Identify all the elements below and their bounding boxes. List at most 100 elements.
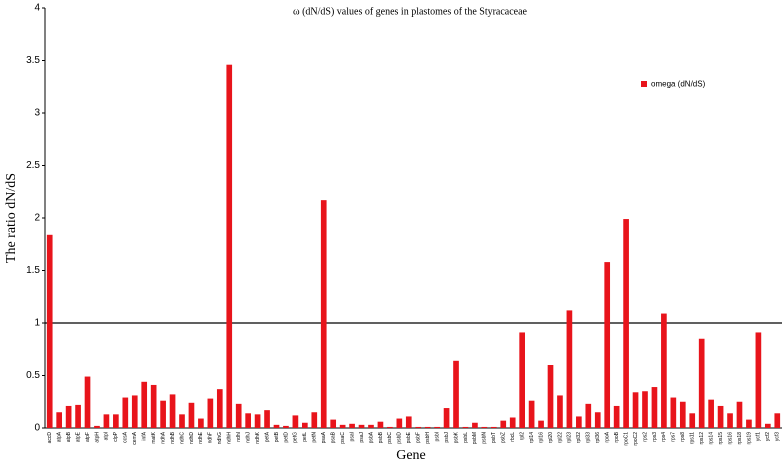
bar: [349, 423, 355, 428]
bar: [472, 422, 478, 428]
x-tick-label: psbN: [482, 432, 488, 444]
bar: [302, 422, 308, 428]
y-tick-label: 0: [34, 423, 40, 434]
legend-swatch: [641, 81, 647, 87]
x-tick-label: atpI: [104, 432, 110, 440]
x-axis-label: Gene: [396, 448, 426, 463]
bar: [65, 405, 72, 428]
x-tick-label: rps2: [642, 432, 648, 442]
x-tick-label: atpE: [75, 431, 81, 442]
bar: [434, 426, 440, 428]
x-tick-label: accD: [47, 432, 53, 444]
x-tick-label: ndhJ: [245, 432, 251, 443]
bar: [509, 417, 516, 428]
bar: [46, 234, 53, 428]
bar: [415, 426, 422, 428]
x-tick-label: rpoC1: [623, 432, 629, 446]
bar: [75, 404, 81, 428]
x-tick-label: ndhB: [170, 431, 176, 443]
x-tick-label: psbL: [463, 432, 469, 443]
x-tick-label: psaA: [321, 431, 327, 443]
x-tick-label: psbM: [472, 432, 478, 444]
bar: [198, 418, 204, 428]
x-tick-label: ndhC: [179, 432, 185, 444]
x-tick-label: clpP: [113, 431, 119, 441]
x-tick-label: rps19: [746, 432, 752, 445]
bar: [339, 424, 346, 428]
x-tick-label: rps11: [690, 432, 696, 444]
bar: [84, 376, 91, 428]
y-tick-label: 1: [34, 318, 40, 329]
bar: [538, 420, 544, 428]
bar: [235, 403, 242, 428]
bar: [169, 394, 176, 428]
x-tick-label: matK: [151, 431, 157, 443]
bar: [490, 426, 497, 428]
x-tick-label: psbC: [387, 432, 393, 444]
bar: [670, 397, 677, 428]
x-tick-label: rps7: [671, 432, 677, 442]
bar: [642, 391, 648, 428]
x-tick-label: rpl16: [538, 432, 544, 443]
x-tick-label: rpoC2: [633, 432, 639, 446]
x-tick-label: rps3: [652, 432, 658, 442]
bar: [717, 405, 724, 428]
bar: [727, 413, 733, 428]
x-tick-label: atpH: [94, 432, 100, 443]
bar: [311, 412, 318, 428]
x-tick-label: rpl2: [519, 432, 525, 441]
x-tick-label: petD: [283, 432, 289, 443]
x-tick-label: rpl36: [595, 432, 601, 443]
bar: [368, 424, 374, 428]
bar: [245, 413, 251, 428]
x-tick-label: rps12: [699, 432, 705, 445]
x-tick-label: ndhG: [217, 432, 223, 444]
y-tick-label: 3: [34, 108, 40, 119]
y-tick-label: 2: [34, 213, 40, 224]
x-tick-label: rps8: [680, 432, 686, 442]
bar: [604, 262, 611, 428]
bar: [424, 426, 431, 428]
x-tick-label: psbK: [453, 431, 459, 443]
x-tick-label: psaC: [340, 432, 346, 444]
x-tick-label: psbE: [406, 431, 412, 443]
x-tick-label: ndhH: [227, 432, 233, 444]
x-tick-label: ndhI: [236, 432, 242, 442]
bar: [594, 412, 601, 428]
bar: [273, 424, 280, 428]
y-tick-label: 0.5: [26, 370, 40, 381]
x-tick-label: psbD: [397, 432, 403, 444]
x-tick-label: rpoA: [605, 431, 611, 442]
x-tick-label: petB: [274, 431, 280, 442]
bar: [576, 416, 582, 428]
bar: [698, 338, 705, 428]
bar: [113, 414, 119, 428]
x-tick-label: petA: [264, 431, 270, 442]
bar: [122, 397, 129, 428]
bar: [103, 414, 110, 428]
x-tick-label: cemA: [132, 431, 138, 444]
bar: [632, 392, 639, 428]
bar: [708, 399, 714, 428]
x-tick-label: atpF: [85, 432, 91, 442]
x-tick-label: psbA: [368, 431, 374, 443]
bar: [226, 64, 233, 428]
x-tick-label: rpoB: [614, 431, 620, 442]
bar: [330, 419, 337, 428]
bar: [94, 425, 100, 428]
x-tick-label: psaJ: [359, 432, 365, 443]
x-tick-label: rpl22: [557, 432, 563, 443]
x-tick-label: rpl23: [567, 432, 573, 443]
bar: [528, 400, 535, 428]
y-tick-label: 4: [34, 3, 40, 14]
bar: [160, 400, 166, 428]
x-tick-label: ccsA: [123, 431, 129, 443]
bar: [500, 420, 507, 428]
x-tick-label: rps4: [661, 432, 667, 442]
x-tick-label: rpl33: [586, 432, 592, 443]
x-tick-label: atpA: [57, 431, 63, 442]
bar: [481, 426, 488, 428]
x-tick-label: psbF: [416, 432, 422, 443]
x-tick-label: psbJ: [444, 432, 450, 443]
bar: [396, 418, 403, 428]
